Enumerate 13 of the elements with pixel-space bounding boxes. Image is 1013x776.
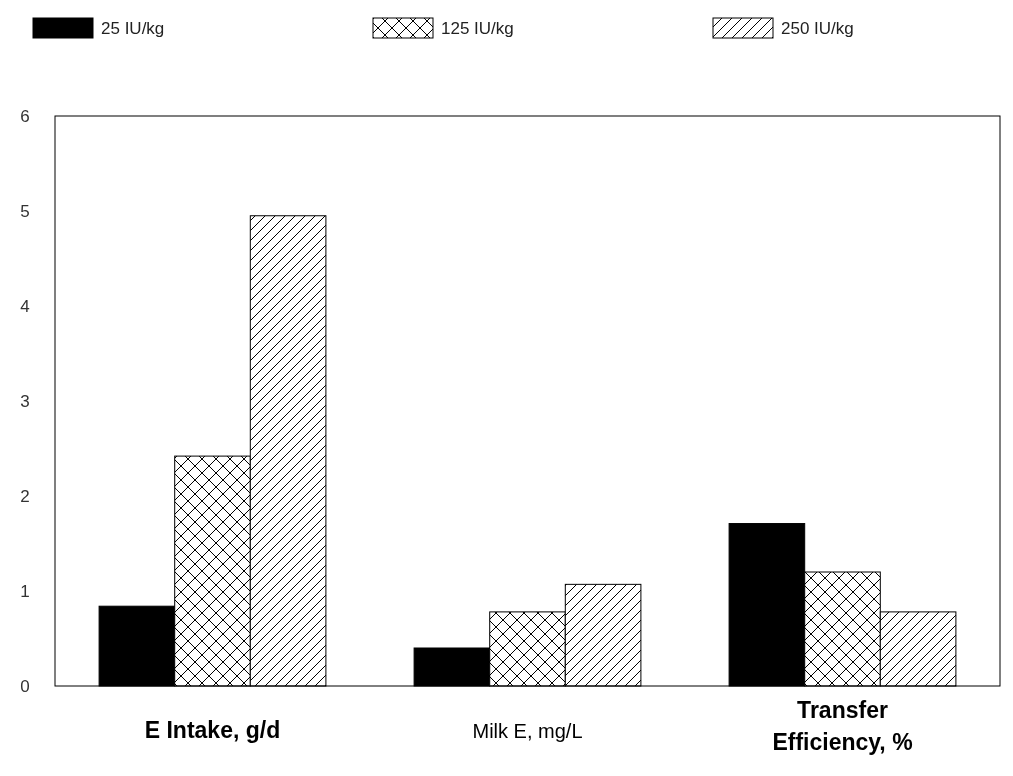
y-tick-label: 0 xyxy=(20,676,30,696)
y-tick-label: 6 xyxy=(20,106,30,126)
x-tick-label: E Intake, g/d xyxy=(144,717,281,743)
y-tick-label: 5 xyxy=(20,201,30,221)
legend-label: 250 IU/kg xyxy=(781,19,854,38)
x-tick-label: Milk E, mg/L xyxy=(472,720,583,742)
legend-label: 125 IU/kg xyxy=(441,19,514,38)
y-tick-label: 2 xyxy=(20,486,30,506)
x-tick-label: Transfer Efficiency, % xyxy=(772,697,913,755)
y-tick-label: 1 xyxy=(20,581,30,601)
y-tick-label: 3 xyxy=(20,391,30,411)
legend-label: 25 IU/kg xyxy=(101,19,165,38)
y-tick-label: 4 xyxy=(20,296,30,316)
